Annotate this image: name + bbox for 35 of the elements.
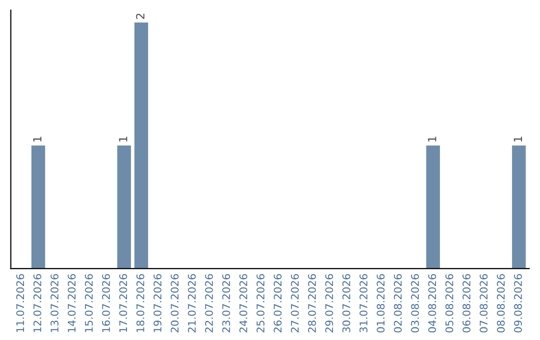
x-tick-label: 21.07.2026 [188, 274, 196, 332]
data-label: 1 [119, 136, 128, 142]
x-tick-label: 06.08.2026 [462, 274, 470, 332]
x-tick-label: 16.07.2026 [102, 274, 110, 332]
x-tick-label: 19.07.2026 [154, 274, 162, 332]
data-label: 1 [428, 136, 436, 142]
x-tick-label: 01.08.2026 [376, 274, 385, 332]
x-tick-label: 31.07.2026 [360, 274, 368, 332]
data-label: 2 [136, 14, 144, 19]
x-tick-label: 13.07.2026 [50, 274, 58, 332]
x-tick-label: 20.07.2026 [170, 274, 179, 332]
x-tick-label: 12.07.2026 [33, 274, 42, 332]
x-tick-label: 24.07.2026 [239, 274, 248, 332]
x-tick-label: 29.07.2026 [325, 274, 334, 332]
x-tick-label: 08.08.2026 [496, 274, 505, 332]
x-tick-label: 14.07.2026 [68, 274, 76, 332]
x-tick-label: 22.07.2026 [205, 274, 213, 332]
x-tick-label: 07.08.2026 [480, 274, 488, 332]
x-tick-label: 18.07.2026 [136, 274, 144, 332]
data-label: 1 [514, 136, 522, 142]
x-tick-label: 03.08.2026 [411, 274, 419, 332]
x-tick-label: 26.07.2026 [274, 274, 282, 332]
x-tick-label: 15.07.2026 [84, 274, 93, 332]
x-tick-label: 23.07.2026 [222, 274, 230, 332]
x-tick-label: 17.07.2026 [119, 274, 128, 332]
x-tick-label: 05.08.2026 [445, 274, 454, 332]
x-tick-label: 11.07.2026 [16, 274, 24, 332]
data-label: 1 [33, 136, 42, 142]
x-tick-label: 28.07.2026 [308, 274, 316, 332]
x-tick-label: 30.07.2026 [342, 274, 350, 332]
x-tick-label: 25.07.2026 [256, 274, 264, 332]
x-tick-label: 27.07.2026 [290, 274, 299, 332]
x-tick-label: 02.08.2026 [394, 274, 402, 332]
x-tick-label: 04.08.2026 [428, 274, 436, 332]
x-tick-label: 09.08.2026 [514, 274, 522, 332]
